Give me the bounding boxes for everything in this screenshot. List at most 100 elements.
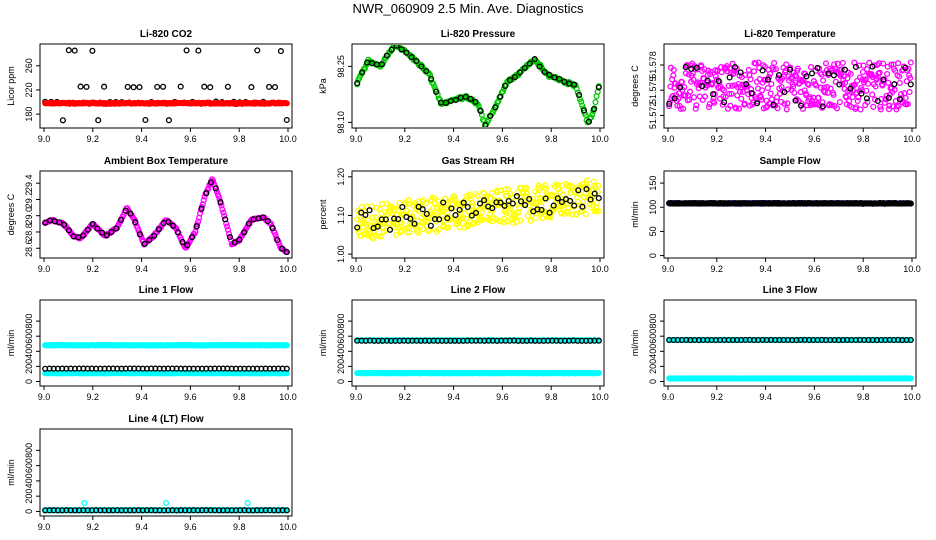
data-point-black-circles — [124, 83, 131, 90]
data-point-yellow — [523, 184, 530, 191]
data-point-black — [481, 197, 488, 204]
data-point-black — [792, 97, 799, 104]
data-point-black — [797, 102, 805, 109]
data-point-magenta — [768, 80, 775, 88]
y-axis-label: ml/min — [6, 330, 16, 357]
y-tick-label: 0 — [24, 509, 34, 514]
data-point-black — [436, 216, 443, 223]
y-tick-label: 260 — [24, 58, 34, 73]
data-point-green — [431, 83, 438, 90]
data-point-black — [492, 104, 499, 111]
data-point-black — [748, 90, 755, 97]
data-point-yellow — [395, 207, 402, 214]
x-tick-label: 9.0 — [38, 134, 51, 144]
plot-frame — [351, 299, 605, 387]
data-point-black — [80, 232, 87, 239]
data-point-magenta — [877, 103, 884, 110]
x-tick-label: 10.0 — [903, 264, 921, 274]
y-tick-label: 29.2 — [24, 191, 34, 209]
data-point-black — [688, 65, 695, 72]
data-point-yellow — [364, 217, 371, 224]
data-point-yellow — [505, 186, 512, 193]
data-point-black-circles — [71, 47, 78, 54]
data-point-black — [511, 73, 519, 81]
y-tick-label: 0 — [648, 379, 658, 384]
x-tick-label: 9.0 — [662, 134, 675, 144]
data-point-black-circles — [277, 48, 284, 55]
data-point-magenta — [772, 66, 779, 73]
y-tick-label: 100 — [648, 200, 658, 215]
data-point-yellow — [593, 207, 600, 214]
y-tick-label: 400 — [24, 473, 34, 488]
data-point-magenta — [877, 106, 884, 113]
data-point-magenta — [738, 95, 745, 102]
y-axis-label: ml/min — [6, 459, 16, 486]
data-point-yellow — [414, 229, 422, 236]
data-point-magenta — [690, 94, 698, 101]
data-point-magenta — [752, 60, 759, 67]
data-point-green — [499, 88, 506, 95]
data-point-black — [595, 195, 602, 202]
data-point-black — [391, 215, 398, 222]
data-point-magenta — [821, 89, 828, 96]
x-tick-label: 9.0 — [350, 392, 363, 402]
data-point-black — [737, 69, 744, 76]
data-point-black-circles — [142, 116, 149, 124]
data-point-yellow — [358, 204, 365, 211]
data-point-black-circles — [195, 47, 202, 54]
x-tick-label: 9.0 — [38, 522, 51, 532]
data-point-magenta — [764, 84, 771, 92]
x-tick-label: 9.2 — [399, 264, 412, 274]
data-point-black-circles — [154, 83, 161, 90]
x-tick-label: 10.0 — [591, 264, 609, 274]
x-tick-label: 9.0 — [662, 392, 675, 402]
data-points — [354, 45, 602, 127]
data-point-magenta — [701, 93, 709, 100]
data-point-magenta — [838, 66, 845, 73]
data-point-yellow — [375, 233, 382, 240]
data-point-black — [136, 231, 143, 238]
data-point-green — [578, 98, 585, 105]
chart-line2: Line 2 Flow 9.0 9.2 9.4 9.6 9.8 10.0 0 200400600… — [318, 285, 609, 402]
data-point-black — [442, 99, 450, 106]
data-point-magenta — [904, 101, 911, 108]
data-point-black — [814, 64, 821, 71]
y-tick-label: 180 — [24, 107, 34, 122]
plot-frame — [663, 43, 917, 129]
data-point-black — [907, 81, 914, 88]
x-tick-label: 9.6 — [496, 392, 509, 402]
x-tick-label: 10.0 — [903, 392, 921, 402]
data-point-black — [506, 77, 514, 84]
data-point-magenta — [839, 59, 846, 66]
data-point-black — [269, 225, 276, 232]
chart-title: Line 1 Flow — [139, 285, 194, 296]
data-point-black — [423, 210, 430, 217]
y-tick-label: 1.00 — [336, 245, 346, 263]
data-point-black — [464, 203, 471, 211]
data-point-black — [576, 91, 583, 98]
chart-title: Gas Stream RH — [442, 156, 515, 167]
data-point-black — [497, 199, 504, 206]
data-point-magenta — [795, 97, 802, 104]
data-point-yellow — [406, 229, 413, 236]
data-point-magenta — [200, 197, 207, 204]
data-point-black — [538, 206, 545, 213]
data-point-black — [283, 365, 290, 372]
data-point-magenta — [891, 86, 898, 93]
x-tick-label: 9.6 — [808, 264, 821, 274]
data-point-black — [260, 214, 267, 221]
data-point-yellow — [434, 204, 441, 212]
data-point-black — [428, 75, 435, 82]
data-point-black — [283, 507, 290, 514]
data-point-magenta — [843, 94, 850, 101]
data-point-magenta — [836, 99, 843, 106]
chart-pressure: Li-820 Pressure 9.0 9.2 9.4 9.6 9.8 10.0 98.10 9… — [318, 29, 609, 144]
data-point-magenta — [872, 83, 879, 90]
x-tick-label: 9.6 — [184, 264, 197, 274]
data-point-magenta — [813, 82, 820, 89]
data-point-yellow — [516, 204, 523, 211]
data-point-magenta — [859, 68, 866, 76]
x-tick-label: 9.2 — [399, 134, 412, 144]
data-point-magenta — [681, 84, 688, 91]
